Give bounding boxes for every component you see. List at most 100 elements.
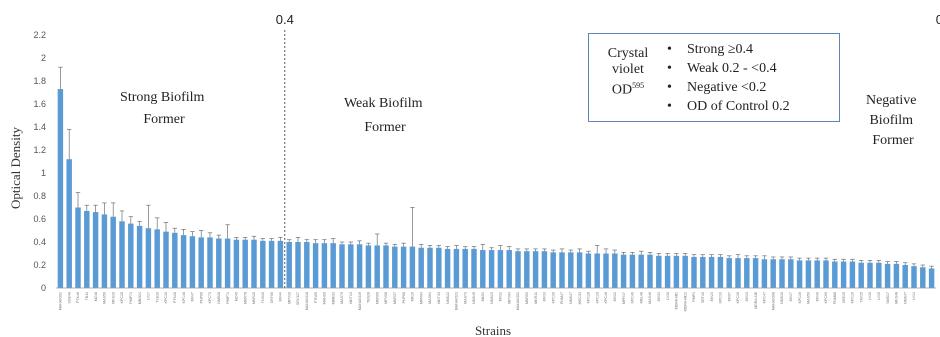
bar bbox=[286, 242, 292, 288]
x-category-label: MGC33 bbox=[578, 292, 582, 304]
x-category-label: KPC73 bbox=[208, 292, 212, 303]
bar bbox=[928, 268, 935, 288]
x-category-label: MAS73 bbox=[463, 292, 467, 304]
x-category-label: TB11 bbox=[85, 292, 89, 300]
x-category-label: MKT23 bbox=[349, 292, 353, 304]
bar bbox=[541, 251, 548, 288]
x-category-label: PNP68 bbox=[402, 292, 406, 303]
bar bbox=[57, 89, 64, 288]
bar bbox=[867, 262, 873, 288]
x-category-label: MANAIO02 bbox=[516, 292, 520, 310]
x-category-label: KPC28 bbox=[120, 292, 124, 303]
y-tick-label: 0.4 bbox=[33, 237, 46, 247]
bar bbox=[559, 252, 565, 288]
bar bbox=[691, 256, 697, 288]
x-category-label: MPR47 bbox=[622, 292, 626, 304]
bar bbox=[330, 243, 336, 288]
threshold-label: 0.2 bbox=[936, 12, 940, 27]
bar bbox=[902, 265, 908, 288]
x-category-label: NMS47 bbox=[903, 292, 907, 304]
x-category-label: MKR09 bbox=[375, 292, 379, 304]
bar bbox=[761, 259, 768, 288]
bar bbox=[603, 253, 609, 288]
bar bbox=[304, 242, 310, 288]
bar bbox=[251, 239, 257, 288]
x-category-label: KPC28 bbox=[587, 292, 591, 303]
bar bbox=[242, 239, 248, 288]
bar bbox=[365, 245, 372, 288]
x-category-label: MMK33 bbox=[331, 292, 335, 304]
x-category-label: KPC10 bbox=[851, 292, 855, 303]
bar bbox=[312, 243, 319, 288]
bar bbox=[400, 246, 407, 288]
x-category-label: MANAIO18 bbox=[305, 292, 309, 310]
bar bbox=[339, 244, 345, 288]
x-category-label: MDRA-MD bbox=[675, 292, 679, 310]
bar bbox=[568, 252, 574, 288]
y-tick-label: 2 bbox=[41, 53, 46, 63]
bar bbox=[427, 247, 433, 288]
legend-box: Crystal violet OD595 Strong ≥0.4 Weak 0.… bbox=[588, 33, 840, 122]
x-category-label: MKS48 bbox=[895, 292, 899, 304]
x-category-label: SMS17 bbox=[886, 292, 890, 304]
x-category-label: MV47 bbox=[191, 292, 195, 301]
y-axis-title: Optical Density bbox=[8, 127, 23, 209]
x-category-label: LV16 bbox=[666, 292, 670, 300]
bar bbox=[321, 243, 328, 288]
legend-list: Strong ≥0.4 Weak 0.2 - <0.4 Negative <0.… bbox=[667, 40, 790, 116]
bar bbox=[752, 258, 759, 288]
bar bbox=[682, 255, 688, 288]
bar bbox=[207, 237, 213, 288]
y-tick-label: 1.6 bbox=[33, 99, 46, 109]
x-category-label: MV17 bbox=[789, 292, 793, 301]
x-category-label: MAS56 bbox=[103, 292, 107, 304]
bar bbox=[145, 228, 152, 288]
bar bbox=[612, 253, 618, 288]
x-category-label: PMP74 bbox=[129, 292, 133, 304]
bars-group bbox=[57, 66, 935, 288]
bar bbox=[770, 259, 776, 288]
annotation-weak: Weak Biofilm Former bbox=[344, 96, 426, 135]
y-tick-label: 2.2 bbox=[33, 30, 46, 40]
bar bbox=[409, 246, 416, 288]
bar bbox=[444, 248, 451, 288]
x-category-label: MPV08 bbox=[384, 292, 388, 304]
x-category-label: KPC33 bbox=[719, 292, 723, 303]
x-category-label: MZ48 bbox=[94, 292, 98, 301]
bar bbox=[488, 250, 495, 288]
bar bbox=[832, 261, 838, 288]
bar bbox=[163, 231, 169, 288]
bar bbox=[805, 260, 812, 288]
bar bbox=[172, 232, 178, 288]
bar bbox=[893, 263, 900, 288]
y-tick-label: 1.8 bbox=[33, 76, 46, 86]
x-category-label: KPC16 bbox=[736, 292, 740, 303]
x-category-label: LV15 bbox=[877, 292, 881, 300]
x-category-label: LV14 bbox=[912, 292, 916, 300]
bar bbox=[453, 248, 460, 288]
x-category-label: SRY06 bbox=[270, 292, 274, 303]
x-category-label: MKS10 bbox=[111, 292, 115, 304]
annotation-strong: Strong Biofilm Former bbox=[120, 90, 208, 127]
bar bbox=[233, 239, 240, 288]
bar bbox=[348, 244, 354, 288]
bar bbox=[497, 250, 504, 288]
bar bbox=[392, 246, 398, 288]
bar bbox=[779, 259, 785, 288]
bar bbox=[84, 210, 90, 288]
x-category-label: TLB10 bbox=[155, 292, 159, 303]
x-category-label: MAS46 bbox=[648, 292, 652, 304]
x-category-label: MV07 bbox=[727, 292, 731, 301]
bar bbox=[480, 250, 486, 288]
x-category-label: NMS23 bbox=[490, 292, 494, 304]
x-category-label: PNM47 bbox=[560, 292, 564, 304]
bar bbox=[136, 225, 143, 288]
y-tick-label: 1 bbox=[41, 168, 46, 178]
legend-title: Crystal violet OD595 bbox=[607, 46, 649, 98]
x-category-label: MPV10 bbox=[287, 292, 291, 304]
x-category-label: MANAIO19 bbox=[358, 292, 362, 310]
bar bbox=[66, 159, 72, 288]
bar bbox=[638, 254, 644, 288]
x-category-label: MDRA-MD2 bbox=[683, 292, 687, 311]
threshold-label: 0.4 bbox=[276, 12, 294, 27]
